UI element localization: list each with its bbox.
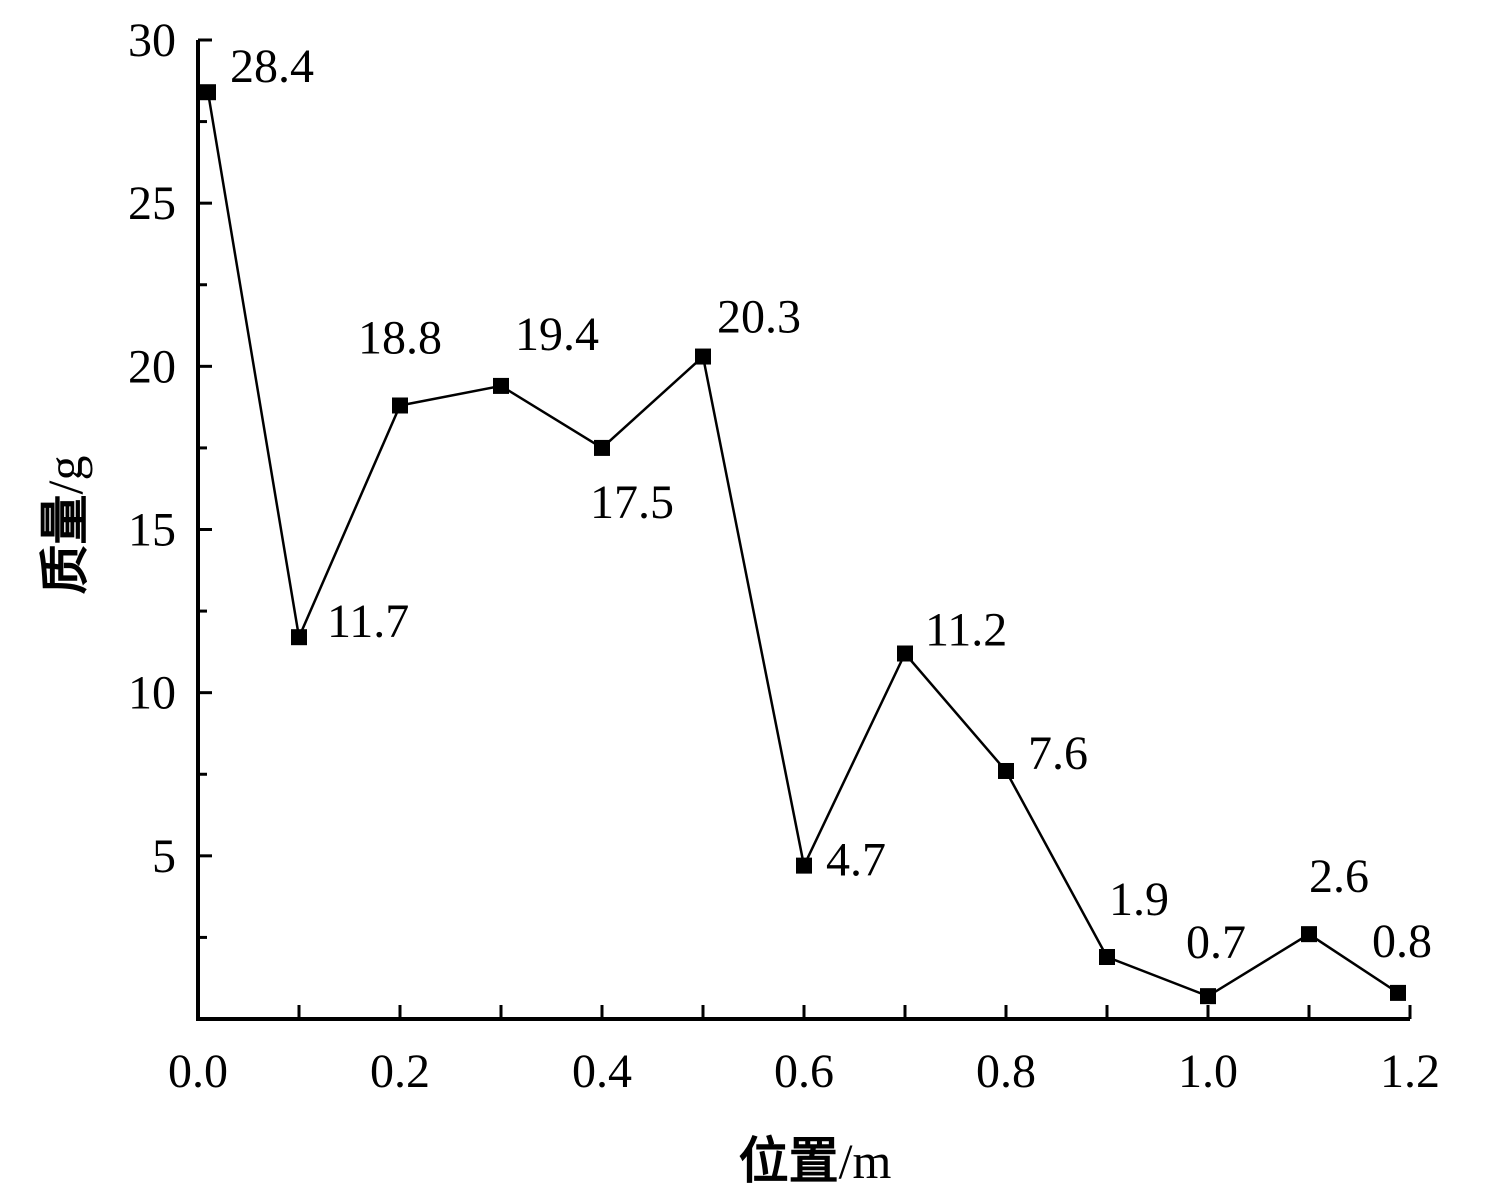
data-label: 19.4 [515,308,599,361]
data-label: 1.9 [1109,873,1169,926]
data-label: 11.2 [925,604,1007,657]
data-point-marker [200,84,216,101]
x-tick-label: 0.6 [774,1045,834,1098]
data-point-marker [1099,948,1115,965]
data-point-marker [695,348,711,365]
data-label: 0.7 [1186,916,1246,969]
data-point-marker [1200,988,1216,1005]
data-point-marker [998,762,1014,779]
data-point-marker [1390,984,1406,1001]
x-tick-label: 0.4 [572,1045,632,1098]
x-tick-label: 1.0 [1178,1045,1238,1098]
y-axis-title: 质量/g [35,456,94,595]
x-tick-label: 0.0 [168,1045,228,1098]
y-tick-label: 30 [128,14,176,67]
data-label: 2.6 [1309,850,1369,903]
data-point-marker [392,397,408,414]
y-tick-label: 10 [128,667,176,720]
x-tick-label: 0.2 [370,1045,430,1098]
y-tick-label: 25 [128,177,176,230]
data-label: 11.7 [327,595,409,648]
data-point-marker [493,377,509,394]
data-label: 28.4 [230,40,314,93]
data-point-marker [796,857,812,874]
data-point-marker [594,439,610,456]
y-axis: 5 10 15 20 25 30 [128,14,212,1021]
series-line-group [200,84,1406,1005]
data-label: 0.8 [1372,915,1432,968]
data-point-marker [897,645,913,662]
data-label: 4.7 [826,834,886,887]
data-label: 7.6 [1028,727,1088,780]
y-tick-label: 20 [128,340,176,393]
data-label: 18.8 [358,311,442,364]
data-point-marker [1301,926,1317,943]
x-axis-title: 位置/m [739,1131,892,1190]
data-label: 17.5 [590,476,674,529]
data-point-marker [291,629,307,646]
x-tick-label: 1.2 [1380,1045,1440,1098]
y-tick-label: 15 [128,504,176,557]
y-tick-label: 5 [152,830,176,883]
data-label: 20.3 [717,291,801,344]
data-labels: 28.4 11.7 18.8 19.4 17.5 20.3 4.7 11.2 7.6 1.9 0.7… [230,40,1432,969]
x-axis: 0.0 0.2 0.4 0.6 0.8 1.0 1.2 [168,1005,1440,1098]
x-tick-label: 0.8 [976,1045,1036,1098]
